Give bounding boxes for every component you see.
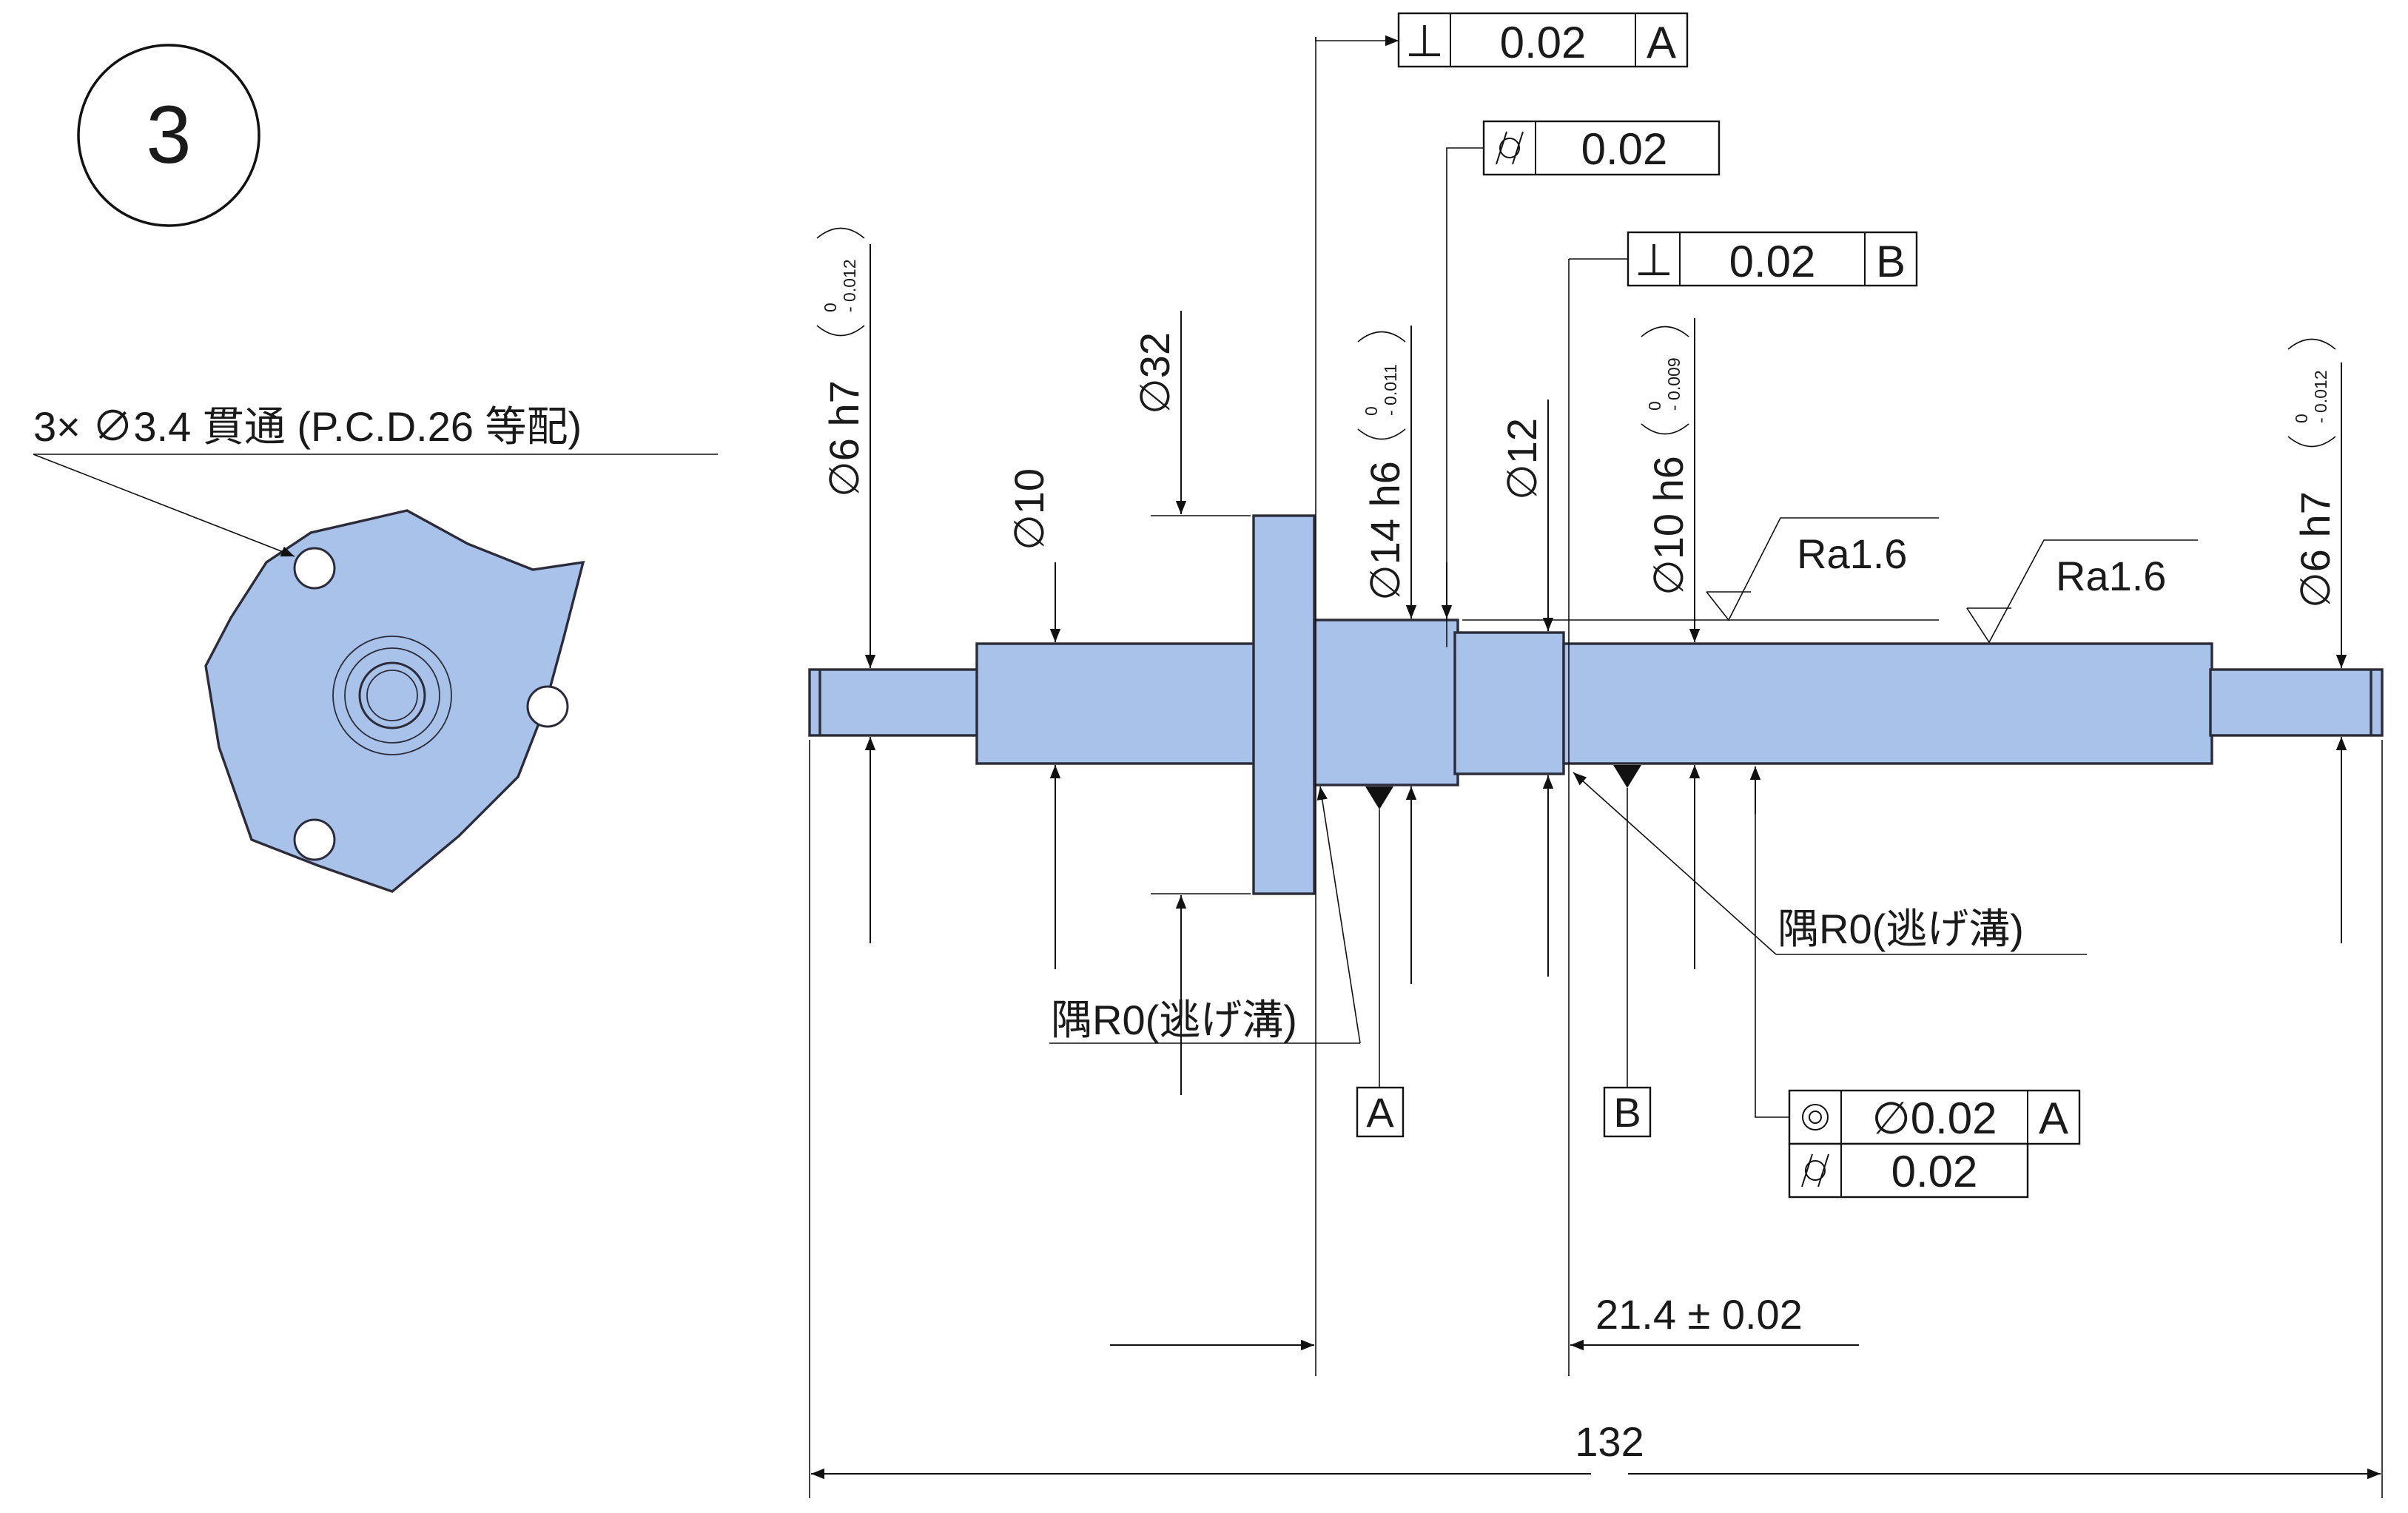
side-view-shaft [808, 514, 2384, 895]
dimension-132: 132 [811, 1418, 2381, 1480]
fcf-tolerance: 0.02 [1581, 124, 1668, 174]
relief-note: 隅R0(逃げ溝) [1778, 906, 2024, 952]
dim-label-d10-h6: ∅10 h6 [1645, 456, 1692, 596]
tolerance-upper: 0 [2292, 414, 2311, 423]
fcf-tolerance: 0.02 [1729, 237, 1816, 286]
flange [1252, 514, 1316, 895]
dim-label-d12: ∅12 [1499, 418, 1545, 500]
datum-label: B [1613, 1089, 1641, 1136]
tolerance-upper: 0 [821, 303, 840, 312]
dim-label-spacing: 21.4 ± 0.02 [1595, 1291, 1803, 1338]
dim-label-d32: ∅32 [1131, 332, 1178, 414]
cylindricity-icon [1801, 1153, 1829, 1187]
fcf-datum: B [1876, 237, 1906, 286]
datum-a: A [1356, 786, 1405, 1138]
view-number: 3 [146, 90, 191, 181]
extension-lines [809, 37, 2383, 1498]
relief-note-right: 隅R0(逃げ溝) [1573, 772, 2087, 955]
mounting-hole [293, 818, 336, 861]
tolerance-lower: - 0.012 [2311, 370, 2330, 423]
front-view: 3× ∅3.4 貫通 (P.C.D.26 等配) [33, 403, 718, 893]
right-journal [2209, 668, 2384, 737]
relief-note-left: 隅R0(逃げ溝) [1049, 786, 1361, 1044]
relief-note: 隅R0(逃げ溝) [1051, 997, 1297, 1043]
datum-label: A [1366, 1089, 1394, 1136]
dimension-21-4: 21.4 ± 0.02 [1110, 1291, 1859, 1351]
fcf-datum: A [1647, 18, 1676, 67]
fcf-concentricity-cylindricity: ∅0.02 A 0.02 [1749, 766, 2081, 1199]
cylindricity-icon [1496, 131, 1524, 165]
main-shaft-10 [1562, 642, 2213, 765]
left-journal [808, 668, 983, 737]
roughness-symbol: Ra1.6 [1706, 517, 1939, 621]
roughness-symbol: Ra1.6 [1966, 539, 2198, 644]
fcf-cylindricity-top: 0.02 [1441, 120, 1721, 647]
dim-label-d6-right: ∅6 h7 [2292, 491, 2338, 608]
bearing-seat-14 [1313, 619, 1459, 786]
tolerance-upper: 0 [1645, 401, 1664, 411]
dim-label-d14: ∅14 h6 [1362, 461, 1408, 601]
perpendicularity-icon: ⊥ [1635, 235, 1673, 285]
tolerance-lower: - 0.012 [840, 259, 859, 312]
concentricity-icon [1802, 1104, 1829, 1130]
roughness-value: Ra1.6 [2056, 553, 2166, 599]
fcf-tolerance: 0.02 [1891, 1147, 1978, 1196]
fcf-perpendicularity-a: ⊥ 0.02 A [1315, 12, 1689, 68]
roughness-value: Ra1.6 [1797, 530, 1907, 577]
hole-note: 3× ∅3.4 貫通 (P.C.D.26 等配) [33, 403, 582, 450]
mounting-hole [526, 685, 569, 728]
mounting-hole [293, 547, 336, 590]
fcf-tolerance: 0.02 [1500, 18, 1587, 67]
shoulder-12 [1453, 631, 1565, 775]
dim-label-d10: ∅10 [1006, 468, 1052, 550]
fcf-perpendicularity-b: ⊥ 0.02 B [1569, 231, 1918, 287]
diameter-labels: ∅6 h7 0 - 0.012 ∅10 ∅32 ∅14 h6 0 - 0.011… [816, 227, 2338, 608]
tolerance-lower: - 0.009 [1664, 357, 1684, 411]
datum-b: B [1603, 765, 1652, 1138]
fcf-tolerance: ∅0.02 [1871, 1094, 1997, 1143]
dim-label-d6-left: ∅6 h7 [821, 380, 867, 497]
shaft-end [358, 661, 426, 729]
tolerance-lower: - 0.011 [1381, 364, 1400, 416]
view-number-badge: 3 [77, 44, 260, 227]
left-step [975, 642, 1257, 765]
diameter-dimensions [864, 244, 2347, 1095]
dim-label-total: 132 [1575, 1418, 1644, 1465]
tolerance-upper: 0 [1362, 406, 1381, 416]
fcf-datum: A [2039, 1094, 2068, 1143]
perpendicularity-icon: ⊥ [1405, 16, 1444, 66]
